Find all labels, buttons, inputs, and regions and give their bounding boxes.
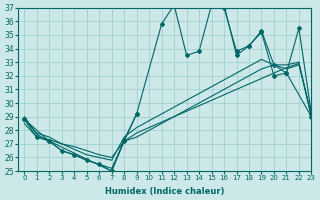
X-axis label: Humidex (Indice chaleur): Humidex (Indice chaleur) [105, 187, 225, 196]
